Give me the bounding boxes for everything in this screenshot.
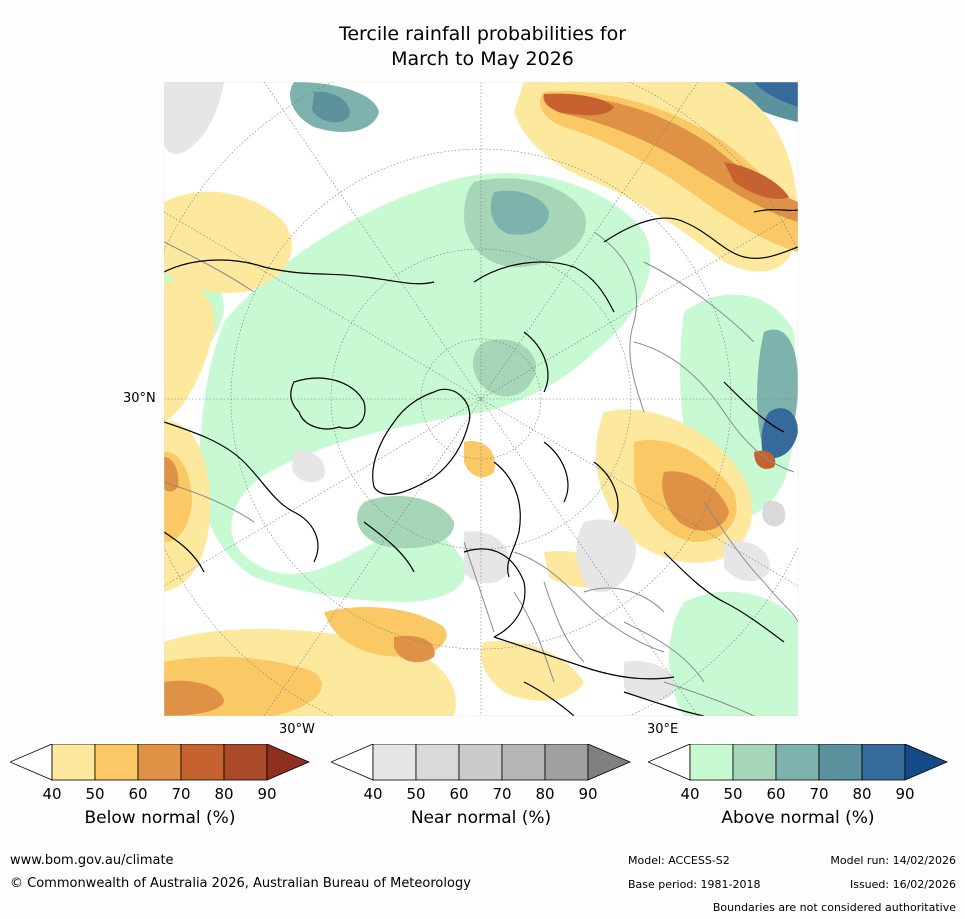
lon-30e-label: 30°E — [647, 722, 679, 737]
website-link[interactable]: www.bom.gov.au/climate — [10, 853, 174, 868]
near-normal-areas — [164, 82, 786, 702]
tick-above-80: 80 — [852, 785, 871, 803]
title-line-1: Tercile rainfall probabilities for — [338, 23, 627, 45]
country-borders — [164, 231, 798, 716]
tick-above-70: 70 — [809, 785, 828, 803]
tick-near-60: 60 — [449, 785, 468, 803]
tick-near-70: 70 — [492, 785, 511, 803]
model-run-date: Model run: 14/02/2026 — [830, 854, 956, 867]
tick-above-60: 60 — [766, 785, 785, 803]
tick-above-40: 40 — [680, 785, 699, 803]
tick-below-80: 80 — [214, 785, 233, 803]
tick-below-90: 90 — [257, 785, 276, 803]
tick-near-50: 50 — [406, 785, 425, 803]
tick-near-90: 90 — [578, 785, 597, 803]
colorbar-near-normal: 40 50 60 70 80 90 — [329, 743, 632, 854]
map-title: Tercile rainfall probabilities for March… — [0, 22, 965, 72]
base-period: Base period: 1981-2018 — [628, 878, 761, 891]
colorbar-above-label: Above normal (%) — [721, 808, 875, 828]
colorbar-above-normal: 40 50 60 70 80 90 — [646, 743, 949, 854]
lat-30n-label: 30°N — [123, 391, 156, 406]
lon-30w-label: 30°W — [279, 722, 315, 737]
tick-near-80: 80 — [535, 785, 554, 803]
colorbar-near-label: Near normal (%) — [410, 808, 552, 828]
colorbar-below-normal: 40 50 60 70 80 90 — [8, 743, 311, 854]
below-normal-areas — [164, 82, 798, 716]
colorbar-near-svg: 40 50 60 70 80 90 — [329, 743, 632, 803]
map-canvas — [164, 82, 798, 716]
copyright-text: © Commonwealth of Australia 2026, Austra… — [10, 876, 471, 891]
tick-below-70: 70 — [171, 785, 190, 803]
colorbar-below-svg: 40 50 60 70 80 90 — [8, 743, 311, 803]
colorbar-above-svg: 40 50 60 70 80 90 — [646, 743, 949, 803]
colorbar-below-label: Below normal (%) — [84, 808, 236, 828]
coastlines — [164, 209, 798, 716]
tick-above-90: 90 — [895, 785, 914, 803]
tick-below-60: 60 — [128, 785, 147, 803]
probability-map — [164, 82, 798, 716]
tick-near-40: 40 — [363, 785, 382, 803]
issued-date: Issued: 16/02/2026 — [849, 878, 956, 891]
title-line-2: March to May 2026 — [391, 48, 574, 70]
tick-below-40: 40 — [42, 785, 61, 803]
tick-below-50: 50 — [85, 785, 104, 803]
boundaries-disclaimer: Boundaries are not considered authoritat… — [712, 901, 956, 914]
tick-above-50: 50 — [723, 785, 742, 803]
model-name: Model: ACCESS-S2 — [628, 854, 730, 867]
